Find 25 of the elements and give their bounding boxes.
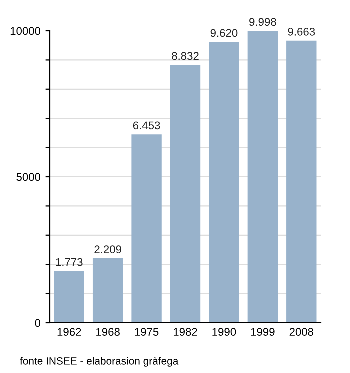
bar — [170, 65, 201, 323]
bar — [54, 271, 84, 323]
bar — [286, 40, 317, 323]
data-label: 8.832 — [172, 52, 199, 60]
x-tick-label: 1968 — [96, 328, 120, 336]
data-label: 2.209 — [94, 246, 122, 254]
bar — [92, 258, 124, 323]
x-tick-label: 1962 — [58, 328, 82, 336]
x-tick-label: 1999 — [251, 328, 275, 336]
x-tick-label: 1975 — [135, 328, 159, 336]
bar — [132, 134, 162, 323]
data-label: 9.620 — [210, 29, 238, 38]
data-label: 9.663 — [288, 28, 316, 36]
x-tick-label: 1982 — [174, 328, 198, 336]
data-label: 6.453 — [133, 122, 160, 130]
y-tick-label: 0 — [35, 319, 41, 328]
x-tick-label: 2008 — [290, 328, 314, 336]
bar — [248, 31, 278, 323]
source-note: fonte INSEE - elaborasion gràfega — [20, 357, 179, 367]
data-label: 9.998 — [250, 18, 276, 26]
data-label: 1.773 — [56, 258, 83, 266]
y-tick-label: 5000 — [16, 173, 41, 182]
y-tick-label: 10000 — [10, 27, 41, 36]
bar — [209, 42, 240, 323]
x-tick-label: 1990 — [212, 328, 236, 336]
